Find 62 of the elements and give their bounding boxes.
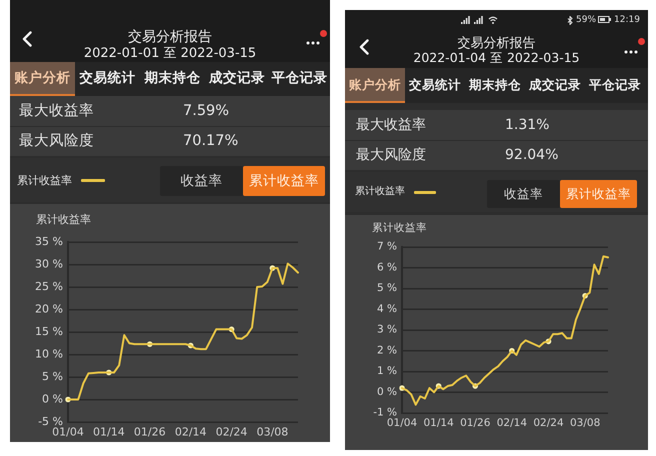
text: 最大收益率 <box>19 102 94 119</box>
y-tick-label: 15 % <box>35 324 63 338</box>
text: 账户分析 <box>345 68 405 103</box>
y-tick-label: 5 % <box>42 370 63 383</box>
x-tick-label: 02/24 <box>533 417 564 430</box>
x-tick-label: 01/14 <box>423 417 454 430</box>
text: 7.59% <box>183 102 230 119</box>
y-tick-label: 7 % <box>377 240 398 253</box>
text: 平仓记录 <box>270 69 328 88</box>
chart-subtitle: 2022-01-04 至 2022-03-15 <box>412 50 581 65</box>
text: 累计收益率 <box>243 166 325 196</box>
text: 59% <box>576 14 596 24</box>
y-tick-label: 20 % <box>35 302 63 316</box>
x-tick-label: 03/08 <box>570 417 600 430</box>
x-tick-label: 02/14 <box>174 425 207 438</box>
y-tick-label: -5 % <box>38 414 63 428</box>
text: 收益率 <box>487 180 560 208</box>
x-tick-label: 02/14 <box>496 417 528 430</box>
text: 交易统计 <box>408 76 462 94</box>
x-tick-label: 01/26 <box>460 417 491 430</box>
text: 92.04% <box>505 147 558 163</box>
x-tick-label: 01/04 <box>52 425 84 438</box>
text: 平仓记录 <box>588 76 642 94</box>
x-tick-label: 01/14 <box>93 425 125 438</box>
legend-label: 累计收益率 <box>355 186 405 197</box>
text: 最大风险度 <box>19 132 94 149</box>
text: 累计收益率 <box>560 180 637 208</box>
y-tick-label: -1 % <box>373 406 398 419</box>
chart-subtitle: 2022-01-01 至 2022-03-15 <box>82 46 258 60</box>
y-tick-label: 30 % <box>35 257 63 270</box>
chart-title: 交易分析报告 <box>127 29 213 45</box>
y-axis-title: 累计收益率 <box>36 213 91 226</box>
text: 账户分析 <box>10 62 75 96</box>
y-tick-label: 1 % <box>377 365 398 378</box>
text: 期末持仓 <box>468 76 522 94</box>
chart-title: 交易分析报告 <box>456 36 536 50</box>
legend-label: 累计收益率 <box>17 174 72 186</box>
y-tick-label: 3 % <box>377 324 398 336</box>
text: 成交记录 <box>528 76 582 94</box>
text: 收益率 <box>160 166 243 196</box>
y-tick-label: 35 % <box>35 234 63 248</box>
y-axis-title: 累计收益率 <box>372 222 427 234</box>
text: 70.17% <box>183 132 238 149</box>
y-tick-label: 0 % <box>377 386 398 398</box>
text: 1.31% <box>505 117 550 133</box>
y-tick-label: 0 % <box>42 392 63 406</box>
text: 12:19 <box>614 14 640 24</box>
y-tick-label: 2 % <box>377 344 398 356</box>
y-tick-label: 4 % <box>377 302 398 315</box>
text: 期末持仓 <box>144 69 202 88</box>
x-tick-label: 01/26 <box>134 425 166 438</box>
text: 成交记录 <box>208 69 266 88</box>
y-tick-label: 25 % <box>35 280 63 293</box>
y-tick-label: 10 % <box>35 347 63 360</box>
text: 最大风险度 <box>356 147 426 163</box>
y-tick-label: 6 % <box>377 261 398 274</box>
x-tick-label: 01/04 <box>386 417 418 430</box>
text: 交易统计 <box>78 69 136 88</box>
text: 最大收益率 <box>356 117 426 133</box>
x-tick-label: 03/08 <box>256 425 288 438</box>
y-tick-label: 5 % <box>377 282 398 294</box>
x-tick-label: 02/24 <box>216 425 248 438</box>
